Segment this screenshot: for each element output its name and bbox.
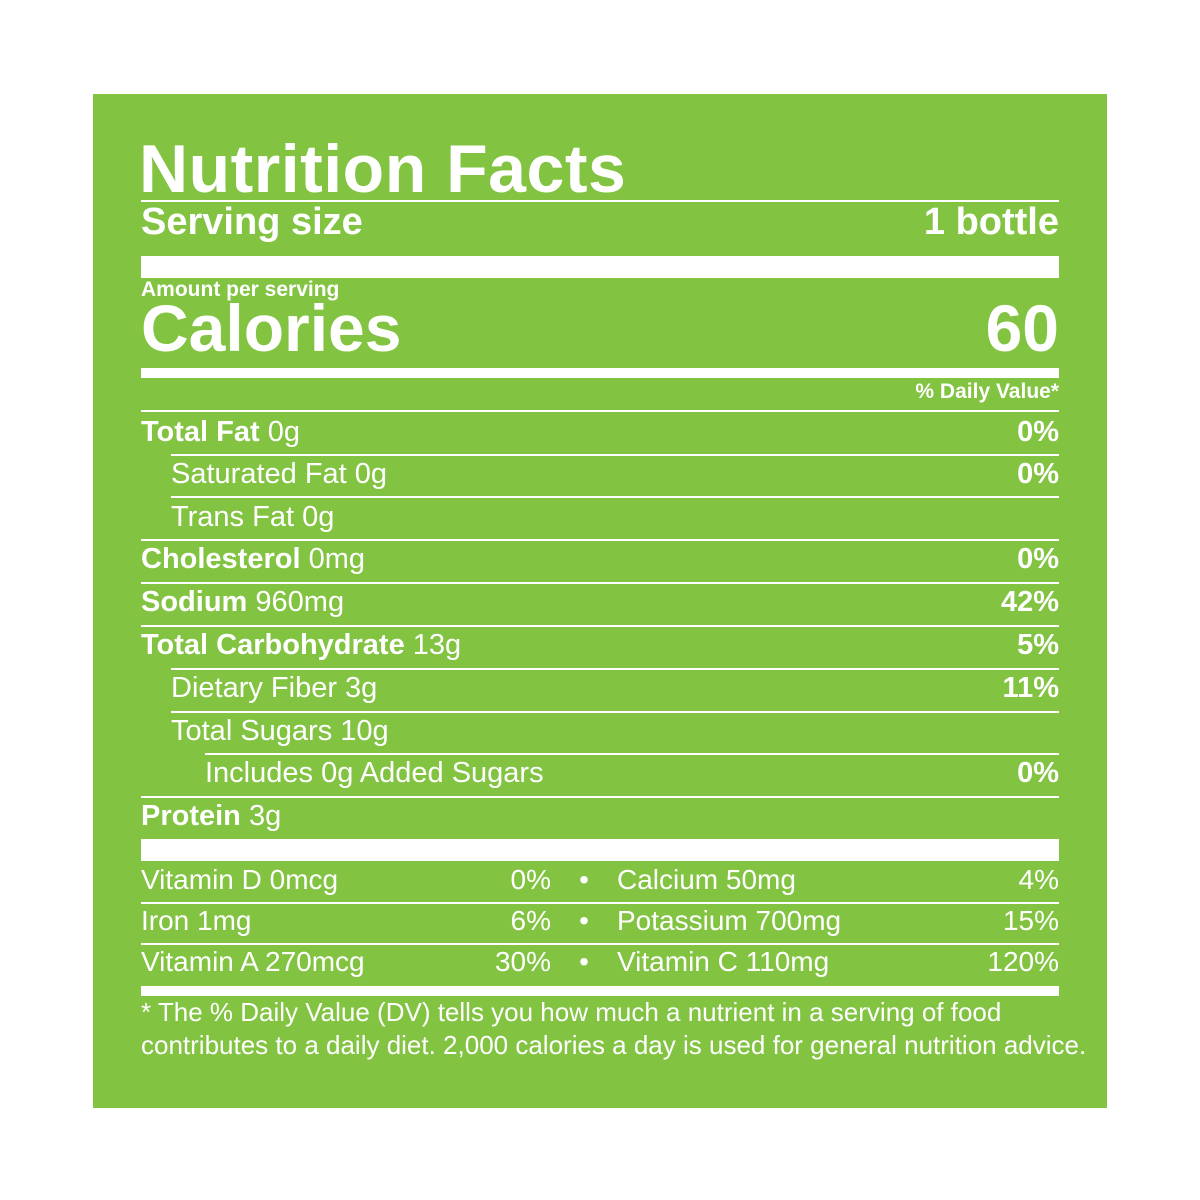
vitamin-name: Vitamin A 270mcg xyxy=(141,946,365,977)
footnote-line: contributes to a daily diet. 2,000 calor… xyxy=(141,1030,1087,1060)
vitamin-row: Vitamin A 270mcg 30% • Vitamin C 110mg 120… xyxy=(141,946,1059,978)
nutrient-dv: 0% xyxy=(1017,757,1059,789)
nutrient-amount: 960mg xyxy=(255,586,345,618)
title-divider xyxy=(141,200,1059,202)
nutrient-name: Total Fat xyxy=(141,416,260,448)
nutrient-dv: 0% xyxy=(1017,543,1059,575)
bullet-separator: • xyxy=(579,864,589,895)
bullet-separator: • xyxy=(579,905,589,936)
nutrient-dv: 0% xyxy=(1017,458,1059,490)
nutrient-amount: 0mg xyxy=(308,543,366,575)
nutrient-dv: 11% xyxy=(1002,672,1059,704)
nutrient-name: Cholesterol xyxy=(141,543,301,575)
vitamin-dv: 6% xyxy=(510,905,551,936)
bullet-separator: • xyxy=(579,946,589,977)
daily-value-header-text: % Daily Value* xyxy=(915,380,1059,403)
divider xyxy=(141,902,1059,904)
label-title: Nutrition Facts xyxy=(139,131,627,207)
nutrient-row-trans-fat: Trans Fat 0g xyxy=(141,501,1059,534)
nutrient-amount: 13g xyxy=(412,629,462,661)
nutrient-amount: 0g xyxy=(267,416,301,448)
vitamin-row: Vitamin D 0mcg 0% • Calcium 50mg 4% xyxy=(141,864,1059,896)
vitamin-dv: 4% xyxy=(1018,864,1059,895)
divider xyxy=(141,796,1059,798)
calories-value: 60 xyxy=(985,291,1059,365)
vitamin-name: Vitamin D 0mcg xyxy=(141,864,339,895)
calories-label: Calories xyxy=(141,291,402,365)
nutrient-name: Includes 0g Added Sugars xyxy=(205,757,544,789)
nutrient-dv: 5% xyxy=(1017,629,1059,661)
divider xyxy=(141,410,1059,412)
nutrient-name: Sodium xyxy=(141,586,248,618)
divider xyxy=(171,454,1059,456)
nutrient-name: Saturated Fat 0g xyxy=(171,458,388,490)
vitamin-dv: 120% xyxy=(987,946,1059,977)
nutrition-panel: Nutrition Facts Serving size 1 bottle Am… xyxy=(93,94,1107,1108)
medium-divider xyxy=(141,368,1059,378)
footnote: * The % Daily Value (DV) tells you how m… xyxy=(141,996,1087,1062)
nutrient-dv: 42% xyxy=(1000,586,1059,618)
divider xyxy=(171,496,1059,498)
serving-size-label: Serving size xyxy=(141,201,363,243)
nutrient-row-saturated-fat: Saturated Fat 0g 0% xyxy=(141,458,1059,491)
vitamin-dv: 0% xyxy=(510,864,551,895)
footnote-line: * The % Daily Value (DV) tells you how m… xyxy=(141,997,1002,1027)
vitamin-name: Potassium 700mg xyxy=(617,905,842,936)
thick-divider-top xyxy=(141,256,1059,278)
nutrient-name: Total Sugars 10g xyxy=(171,715,389,747)
footnote-divider xyxy=(141,986,1059,996)
nutrient-row-added-sugars: Includes 0g Added Sugars 0% xyxy=(141,757,1059,790)
nutrient-row-total-sugars: Total Sugars 10g xyxy=(141,715,1059,748)
vitamin-name: Iron 1mg xyxy=(141,905,252,936)
nutrient-row-dietary-fiber: Dietary Fiber 3g 11% xyxy=(141,672,1059,705)
nutrient-row-sodium: Sodium 960mg 42% xyxy=(141,586,1059,619)
vitamin-dv: 30% xyxy=(494,946,551,977)
nutrient-amount: 3g xyxy=(248,800,282,832)
vitamin-name: Calcium 50mg xyxy=(617,864,796,895)
divider xyxy=(171,668,1059,670)
amount-per-serving-text: Amount per serving xyxy=(141,278,340,301)
nutrient-name: Dietary Fiber 3g xyxy=(171,672,378,704)
calories-row: Calories 60 xyxy=(141,290,1059,366)
vitamin-dv: 15% xyxy=(1002,905,1059,936)
vitamin-row: Iron 1mg 6% • Potassium 700mg 15% xyxy=(141,905,1059,937)
divider xyxy=(141,943,1059,945)
thick-divider-bottom xyxy=(141,839,1059,861)
divider xyxy=(141,582,1059,584)
nutrient-name: Total Carbohydrate xyxy=(141,629,405,661)
amount-per-serving: Amount per serving xyxy=(141,278,1059,302)
nutrient-name: Protein xyxy=(141,800,241,832)
nutrient-name: Trans Fat 0g xyxy=(171,501,335,533)
serving-size-value: 1 bottle xyxy=(923,201,1059,243)
nutrient-row-total-fat: Total Fat 0g 0% xyxy=(141,416,1059,449)
vitamin-name: Vitamin C 110mg xyxy=(617,946,830,977)
nutrient-row-total-carbohydrate: Total Carbohydrate 13g 5% xyxy=(141,629,1059,662)
daily-value-header: % Daily Value* xyxy=(141,380,1059,404)
nutrient-row-protein: Protein 3g xyxy=(141,800,1059,833)
divider xyxy=(141,625,1059,627)
divider xyxy=(205,753,1059,755)
nutrient-row-cholesterol: Cholesterol 0mg 0% xyxy=(141,543,1059,576)
nutrient-dv: 0% xyxy=(1017,416,1059,448)
divider xyxy=(141,539,1059,541)
serving-size-row: Serving size 1 bottle xyxy=(141,201,1059,244)
divider xyxy=(171,711,1059,713)
